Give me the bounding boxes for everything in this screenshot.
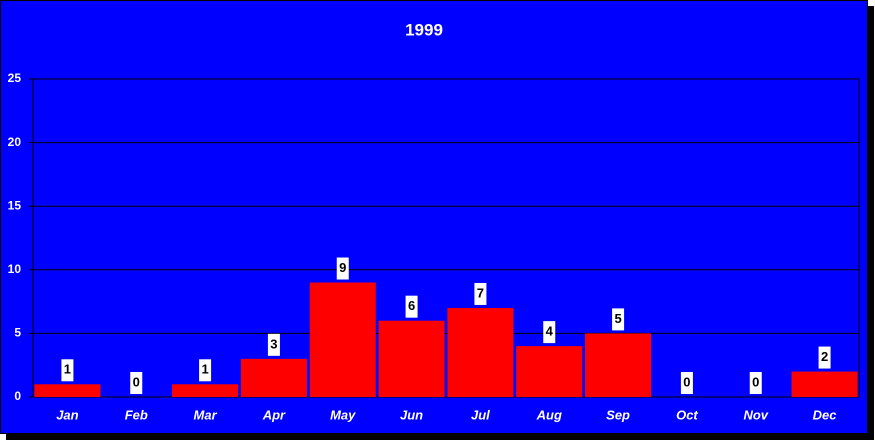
data-label: 7 [477,285,484,300]
x-tick-label: Jan [56,407,78,422]
x-tick-label: Oct [676,407,698,422]
bar [34,384,101,397]
bar [791,371,858,397]
x-tick-label: Dec [813,407,838,422]
y-tick-label: 0 [14,389,21,403]
data-label-box [543,321,556,344]
data-label: 2 [821,349,828,364]
data-label: 1 [64,362,71,377]
data-label: 6 [408,298,415,313]
y-tick-label: 5 [14,326,21,340]
data-label-box [405,295,418,318]
x-tick-label: Jul [471,407,490,422]
data-label: 5 [614,311,621,326]
data-label-box [612,308,625,331]
y-tick-label: 20 [8,135,22,149]
bar [172,384,239,397]
data-label-box [474,282,487,305]
x-tick-label: Feb [125,407,148,422]
x-tick-label: Sep [606,407,630,422]
bar [240,358,307,397]
bar [378,320,445,397]
y-tick-label: 10 [8,262,22,276]
data-label: 3 [270,336,277,351]
chart-title: 1999 [405,20,443,39]
y-tick-label: 25 [8,71,22,85]
bar [585,333,652,397]
bar [447,307,514,397]
x-tick-label: Apr [262,407,286,422]
x-tick-label: Aug [536,407,562,422]
data-label-box [749,372,762,394]
x-tick-label: Jun [400,407,423,422]
data-label-box [61,359,74,382]
data-label-box [267,333,280,356]
data-label-box [680,372,693,394]
bar [516,346,583,397]
data-label: 0 [683,374,690,389]
data-label: 9 [339,260,346,275]
data-label: 4 [546,324,554,339]
x-tick-label: Nov [743,407,768,422]
y-tick-label: 15 [8,198,22,212]
bar [309,282,376,397]
data-label-box [818,346,831,369]
x-tick-label: Mar [194,407,218,422]
data-label: 1 [201,362,208,377]
data-label-box [130,372,143,394]
x-tick-label: May [330,407,356,422]
data-label: 0 [752,374,759,389]
data-label-box [336,257,349,280]
data-label: 0 [133,374,140,389]
data-label-box [199,359,212,382]
